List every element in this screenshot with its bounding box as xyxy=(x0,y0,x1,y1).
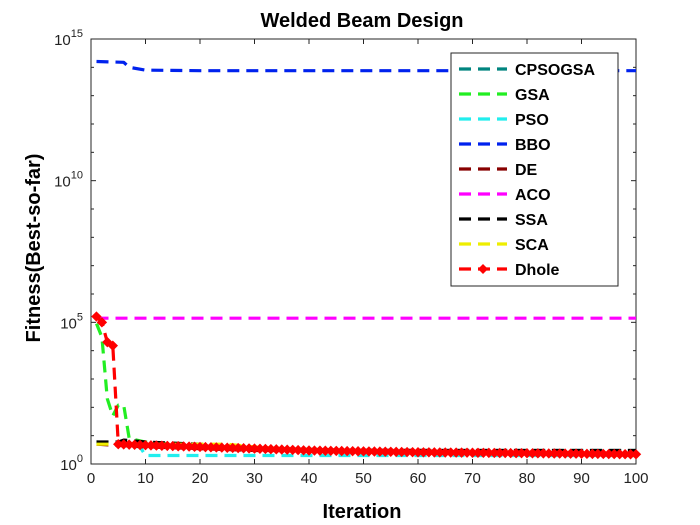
marker-dhole xyxy=(107,340,119,351)
x-axis-label: Iteration xyxy=(323,501,402,523)
y-tick-label: 100 xyxy=(60,453,83,474)
legend-marker-dhole xyxy=(478,264,488,274)
x-tick-label: 80 xyxy=(519,470,536,487)
legend-label-de: DE xyxy=(515,162,538,179)
legend-label-aco: ACO xyxy=(515,187,551,204)
series-line-bbo xyxy=(96,59,636,73)
y-tick-label: 1010 xyxy=(54,170,83,191)
legend-label-cpsogsa: CPSOGSA xyxy=(515,62,595,79)
y-tick-label: 1015 xyxy=(54,28,83,49)
legend-label-gsa: GSA xyxy=(515,87,550,104)
x-tick-label: 50 xyxy=(355,470,372,487)
marker-dhole xyxy=(91,311,102,322)
x-tick-label: 40 xyxy=(301,470,318,487)
y-tick-label: 105 xyxy=(60,311,83,332)
x-tick-label: 20 xyxy=(192,470,209,487)
legend-label-bbo: BBO xyxy=(515,137,551,154)
marker-dhole xyxy=(630,449,642,460)
x-tick-label: 10 xyxy=(137,470,154,487)
x-tick-label: 30 xyxy=(246,470,263,487)
y-axis-label: Fitness(Best-so-far) xyxy=(23,154,45,343)
legend-label-dhole: Dhole xyxy=(515,262,560,279)
marker-dhole xyxy=(96,317,108,328)
chart-title: Welded Beam Design xyxy=(260,10,463,32)
x-tick-label: 0 xyxy=(87,470,95,487)
legend-label-ssa: SSA xyxy=(515,212,548,229)
legend-label-sca: SCA xyxy=(515,237,549,254)
x-tick-label: 100 xyxy=(623,470,648,487)
x-tick-label: 90 xyxy=(573,470,590,487)
x-tick-label: 70 xyxy=(464,470,481,487)
legend-label-pso: PSO xyxy=(515,112,549,129)
x-tick-label: 60 xyxy=(410,470,427,487)
legend: CPSOGSA GSA PSO BBO DE ACO SSA SCA Dhole xyxy=(450,52,619,287)
